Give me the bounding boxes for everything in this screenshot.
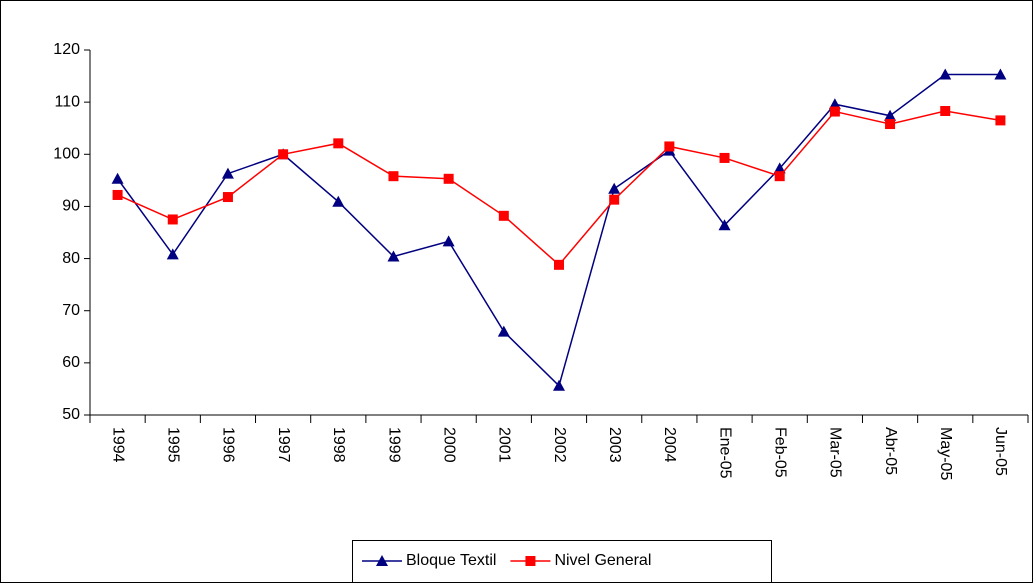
- x-tick-label: 2003: [606, 427, 623, 463]
- legend-label: Bloque Textil: [406, 552, 496, 569]
- marker: [995, 115, 1006, 126]
- marker: [829, 106, 840, 117]
- x-tick-label: Abr-05: [882, 427, 899, 475]
- marker: [388, 171, 399, 182]
- marker: [167, 214, 178, 225]
- x-tick-label: 1998: [330, 427, 347, 463]
- marker: [222, 192, 233, 203]
- x-tick-label: 1996: [220, 427, 237, 463]
- marker: [609, 194, 620, 205]
- marker: [498, 210, 509, 221]
- x-tick-label: 1999: [385, 427, 402, 463]
- marker: [553, 379, 565, 391]
- marker: [333, 138, 344, 149]
- marker: [443, 173, 454, 184]
- y-tick-label: 80: [62, 250, 80, 267]
- marker: [884, 109, 897, 121]
- x-tick-label: 2000: [440, 427, 457, 463]
- y-tick-label: 70: [62, 302, 80, 319]
- marker: [497, 325, 510, 337]
- marker: [111, 172, 124, 184]
- marker: [608, 182, 621, 194]
- x-tick-label: 1994: [109, 427, 126, 463]
- marker: [166, 248, 179, 260]
- marker: [664, 141, 675, 152]
- marker: [885, 119, 896, 130]
- y-tick-label: 100: [53, 146, 80, 163]
- marker: [278, 149, 289, 160]
- marker: [525, 556, 536, 566]
- legend-label: Nivel General: [554, 552, 651, 569]
- marker: [332, 195, 345, 207]
- y-tick-label: 110: [54, 93, 80, 110]
- marker: [112, 189, 123, 200]
- x-tick-label: 1995: [165, 427, 182, 463]
- marker: [387, 250, 400, 262]
- marker: [718, 219, 731, 231]
- marker: [554, 259, 564, 270]
- marker: [442, 235, 455, 247]
- x-tick-label: 2001: [496, 427, 513, 463]
- y-tick-label: 50: [62, 406, 80, 423]
- x-tick-label: Mar-05: [827, 427, 844, 478]
- marker: [828, 98, 841, 110]
- y-tick-label: 120: [53, 41, 80, 58]
- x-tick-label: 2002: [551, 427, 568, 463]
- marker: [994, 68, 1007, 80]
- x-tick-label: Feb-05: [771, 427, 788, 478]
- y-tick-label: 60: [62, 354, 80, 371]
- y-tick-label: 90: [62, 198, 80, 215]
- x-tick-label: May-05: [937, 427, 954, 480]
- marker: [221, 167, 234, 179]
- marker: [939, 68, 952, 80]
- x-tick-label: 2004: [661, 427, 678, 463]
- x-tick-label: 1997: [275, 427, 292, 463]
- marker: [774, 171, 785, 182]
- marker: [376, 555, 388, 566]
- legend-box: [352, 540, 772, 583]
- x-tick-label: Jun-05: [992, 427, 1009, 476]
- marker: [940, 106, 951, 117]
- marker: [773, 162, 786, 174]
- marker: [719, 152, 730, 163]
- x-tick-label: Ene-05: [716, 427, 733, 479]
